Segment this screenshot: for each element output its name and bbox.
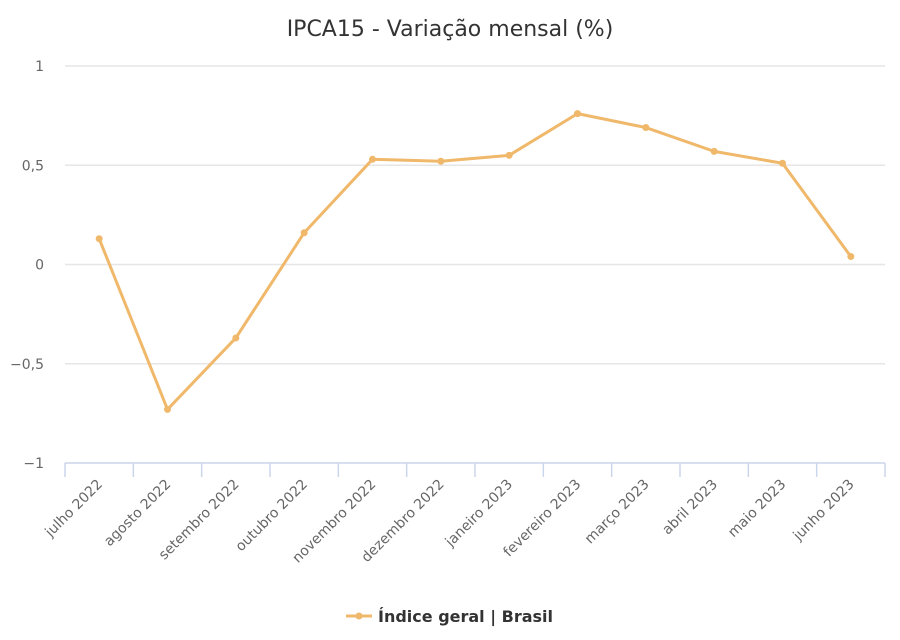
x-tick-label: junho 2023 bbox=[790, 477, 858, 545]
x-tick-label: abril 2023 bbox=[659, 477, 721, 539]
data-point[interactable] bbox=[574, 110, 581, 118]
x-tick-label: outubro 2022 bbox=[233, 477, 311, 555]
data-point[interactable] bbox=[847, 253, 855, 261]
data-point[interactable] bbox=[232, 334, 240, 342]
y-tick-label: 1 bbox=[35, 59, 44, 75]
data-point[interactable] bbox=[779, 159, 786, 167]
y-tick-label: 0,5 bbox=[22, 158, 44, 174]
data-point[interactable] bbox=[300, 229, 308, 237]
x-tick-label: julho 2022 bbox=[42, 477, 106, 541]
data-point[interactable] bbox=[437, 157, 445, 165]
data-point[interactable] bbox=[369, 155, 376, 163]
series-path bbox=[97, 112, 853, 411]
legend-marker-icon bbox=[355, 612, 363, 620]
series-line[interactable] bbox=[95, 110, 855, 413]
legend[interactable]: Índice geral | Brasil bbox=[346, 607, 553, 627]
y-tick-label: −0,5 bbox=[10, 357, 44, 373]
y-axis-labels: 1 0,5 0 −0,5 −1 bbox=[10, 59, 44, 472]
data-point[interactable] bbox=[95, 235, 103, 243]
y-tick-label: 0 bbox=[35, 258, 44, 274]
x-tick-label: janeiro 2023 bbox=[442, 477, 516, 551]
x-axis bbox=[64, 462, 886, 477]
legend-label[interactable]: Índice geral | Brasil bbox=[378, 607, 553, 627]
x-tick-label: agosto 2022 bbox=[101, 477, 174, 550]
data-point[interactable] bbox=[642, 124, 650, 132]
x-tick-label: maio 2023 bbox=[725, 477, 789, 541]
chart-title: IPCA15 - Variação mensal (%) bbox=[287, 17, 614, 42]
data-point[interactable] bbox=[505, 151, 513, 159]
y-gridlines bbox=[65, 65, 885, 365]
y-tick-label: −1 bbox=[23, 456, 44, 472]
data-point[interactable] bbox=[164, 405, 171, 413]
x-tick-label: março 2023 bbox=[582, 477, 653, 548]
data-point[interactable] bbox=[710, 147, 718, 155]
